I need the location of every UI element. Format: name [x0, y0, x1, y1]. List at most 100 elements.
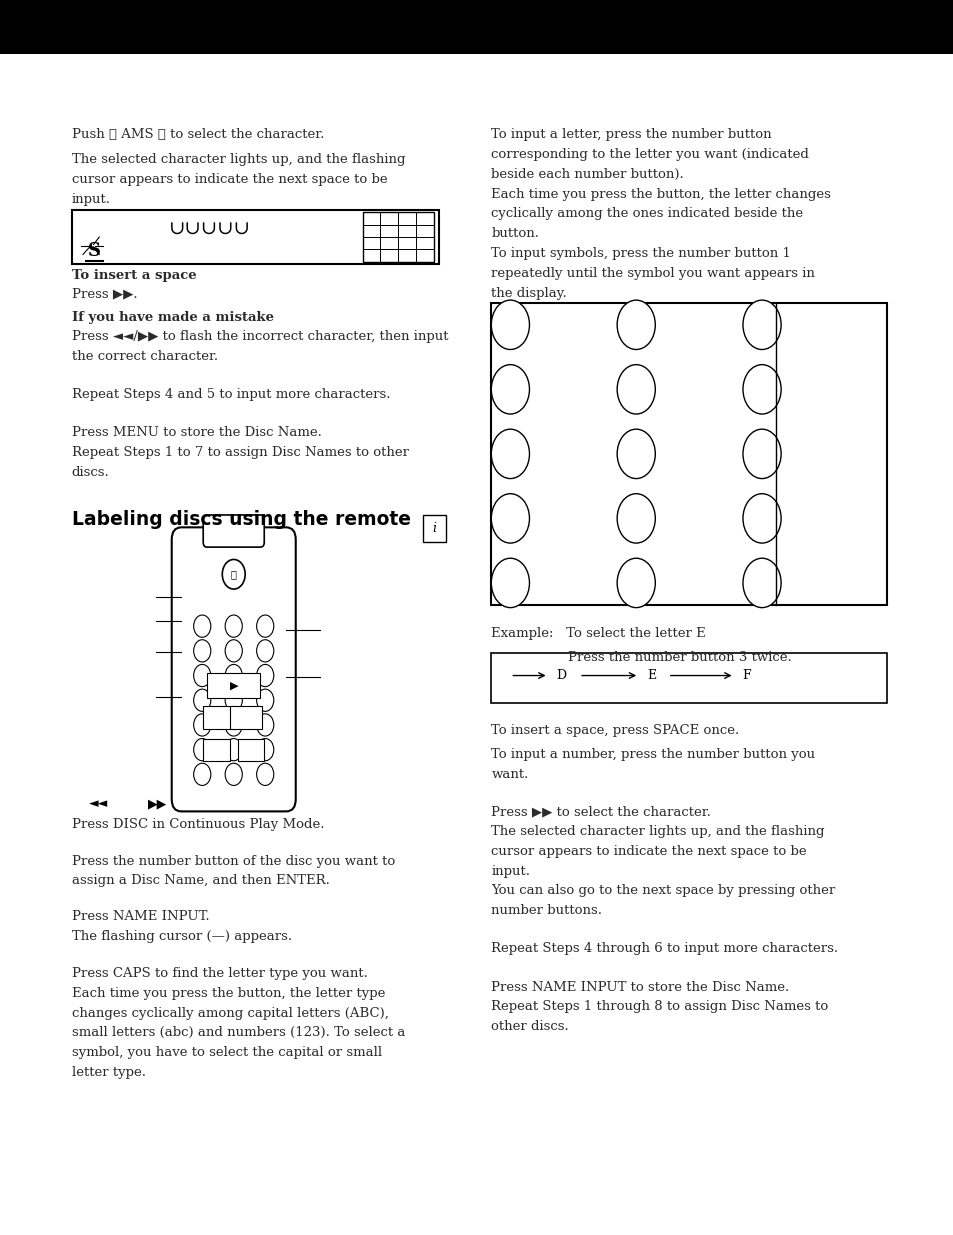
Text: Press ▶▶ to select the character.: Press ▶▶ to select the character. [491, 805, 710, 819]
Circle shape [256, 640, 274, 662]
Text: cyclically among the ones indicated beside the: cyclically among the ones indicated besi… [491, 207, 802, 221]
Text: E: E [646, 669, 656, 682]
Circle shape [256, 689, 274, 711]
Circle shape [491, 429, 529, 479]
Text: Example:   To select the letter E: Example: To select the letter E [491, 627, 705, 641]
Circle shape [742, 429, 781, 479]
Text: input.: input. [491, 864, 530, 878]
Text: The selected character lights up, and the flashing: The selected character lights up, and th… [491, 825, 824, 839]
FancyBboxPatch shape [203, 515, 264, 547]
Text: changes cyclically among capital letters (ABC),: changes cyclically among capital letters… [71, 1007, 388, 1020]
Text: cursor appears to indicate the next space to be: cursor appears to indicate the next spac… [71, 173, 387, 186]
Circle shape [225, 615, 242, 637]
Text: cursor appears to indicate the next space to be: cursor appears to indicate the next spac… [491, 845, 806, 858]
Circle shape [193, 664, 211, 687]
Text: The flashing cursor (—) appears.: The flashing cursor (—) appears. [71, 930, 292, 944]
Text: Press DISC in Continuous Play Mode.: Press DISC in Continuous Play Mode. [71, 818, 324, 831]
Circle shape [193, 689, 211, 711]
Circle shape [193, 615, 211, 637]
Circle shape [256, 763, 274, 785]
Circle shape [225, 664, 242, 687]
Circle shape [256, 739, 274, 761]
Text: Press CAPS to find the letter type you want.: Press CAPS to find the letter type you w… [71, 967, 367, 981]
Circle shape [193, 640, 211, 662]
Text: To insert a space, press SPACE once.: To insert a space, press SPACE once. [491, 724, 739, 737]
Text: number buttons.: number buttons. [491, 904, 601, 918]
Text: Repeat Steps 1 through 8 to assign Disc Names to: Repeat Steps 1 through 8 to assign Disc … [491, 1000, 828, 1014]
Circle shape [225, 714, 242, 736]
Text: discs.: discs. [71, 466, 110, 479]
Circle shape [617, 300, 655, 350]
Text: To input symbols, press the number button 1: To input symbols, press the number butto… [491, 247, 790, 261]
Circle shape [225, 739, 242, 761]
Text: symbol, you have to select the capital or small: symbol, you have to select the capital o… [71, 1046, 381, 1060]
Text: Push ⧀ AMS ⧁ to select the character.: Push ⧀ AMS ⧁ to select the character. [71, 128, 324, 142]
Text: letter type.: letter type. [71, 1066, 146, 1079]
Text: small letters (abc) and numbers (123). To select a: small letters (abc) and numbers (123). T… [71, 1026, 404, 1040]
Text: repeatedly until the symbol you want appears in: repeatedly until the symbol you want app… [491, 267, 814, 280]
Text: Each time you press the button, the letter type: Each time you press the button, the lett… [71, 987, 384, 1000]
Text: ∪∪∪∪∪: ∪∪∪∪∪ [169, 220, 251, 237]
Circle shape [256, 664, 274, 687]
Text: the display.: the display. [491, 287, 566, 300]
Text: Press NAME INPUT to store the Disc Name.: Press NAME INPUT to store the Disc Name. [491, 981, 789, 994]
Text: the correct character.: the correct character. [71, 350, 217, 363]
Text: You can also go to the next space by pressing other: You can also go to the next space by pre… [491, 884, 835, 898]
Text: Labeling discs using the remote: Labeling discs using the remote [71, 510, 410, 529]
Circle shape [742, 364, 781, 414]
Circle shape [225, 689, 242, 711]
Circle shape [617, 429, 655, 479]
Bar [491, 303, 886, 605]
Circle shape [193, 714, 211, 736]
Circle shape [256, 615, 274, 637]
Text: corresponding to the letter you want (indicated: corresponding to the letter you want (in… [491, 148, 808, 162]
Text: i: i [432, 522, 436, 535]
Text: other discs.: other discs. [491, 1020, 568, 1034]
Text: Press ▶▶.: Press ▶▶. [71, 288, 137, 301]
Bar [362, 212, 434, 262]
Text: Each time you press the button, the letter changes: Each time you press the button, the lett… [491, 188, 830, 201]
Text: Press NAME INPUT.: Press NAME INPUT. [71, 910, 209, 924]
Text: ▶: ▶ [230, 680, 237, 690]
Bar [230, 706, 262, 729]
Text: Repeat Steps 4 through 6 to input more characters.: Repeat Steps 4 through 6 to input more c… [491, 942, 838, 956]
FancyBboxPatch shape [0, 0, 953, 54]
Text: Press ◄◄/▶▶ to flash the incorrect character, then input: Press ◄◄/▶▶ to flash the incorrect chara… [71, 330, 448, 343]
Text: input.: input. [71, 193, 111, 206]
Circle shape [491, 300, 529, 350]
Text: S: S [88, 242, 101, 259]
Text: want.: want. [491, 768, 528, 782]
Circle shape [193, 763, 211, 785]
Text: F: F [741, 669, 750, 682]
Text: Repeat Steps 4 and 5 to input more characters.: Repeat Steps 4 and 5 to input more chara… [71, 388, 390, 401]
Bar [207, 673, 260, 698]
FancyBboxPatch shape [172, 527, 295, 811]
Bar [422, 515, 446, 542]
Text: Press MENU to store the Disc Name.: Press MENU to store the Disc Name. [71, 426, 321, 440]
Text: D: D [556, 669, 566, 682]
Circle shape [222, 559, 245, 589]
Circle shape [491, 558, 529, 608]
Circle shape [193, 739, 211, 761]
Circle shape [491, 494, 529, 543]
Bar [491, 653, 886, 703]
Text: To input a letter, press the number button: To input a letter, press the number butt… [491, 128, 771, 142]
Text: ◄◄: ◄◄ [89, 798, 108, 810]
Circle shape [491, 364, 529, 414]
Circle shape [617, 364, 655, 414]
Bar [237, 739, 264, 761]
Circle shape [742, 300, 781, 350]
Text: assign a Disc Name, and then ENTER.: assign a Disc Name, and then ENTER. [71, 874, 329, 888]
Bar [203, 739, 230, 761]
Text: Press the number button 3 twice.: Press the number button 3 twice. [567, 651, 791, 664]
Circle shape [225, 640, 242, 662]
Text: ▶▶: ▶▶ [148, 798, 167, 810]
Text: To insert a space: To insert a space [71, 269, 196, 283]
Circle shape [617, 494, 655, 543]
Circle shape [742, 558, 781, 608]
Circle shape [742, 494, 781, 543]
Circle shape [225, 763, 242, 785]
Circle shape [617, 558, 655, 608]
Text: Repeat Steps 1 to 7 to assign Disc Names to other: Repeat Steps 1 to 7 to assign Disc Names… [71, 446, 408, 459]
Text: To input a number, press the number button you: To input a number, press the number butt… [491, 748, 815, 762]
